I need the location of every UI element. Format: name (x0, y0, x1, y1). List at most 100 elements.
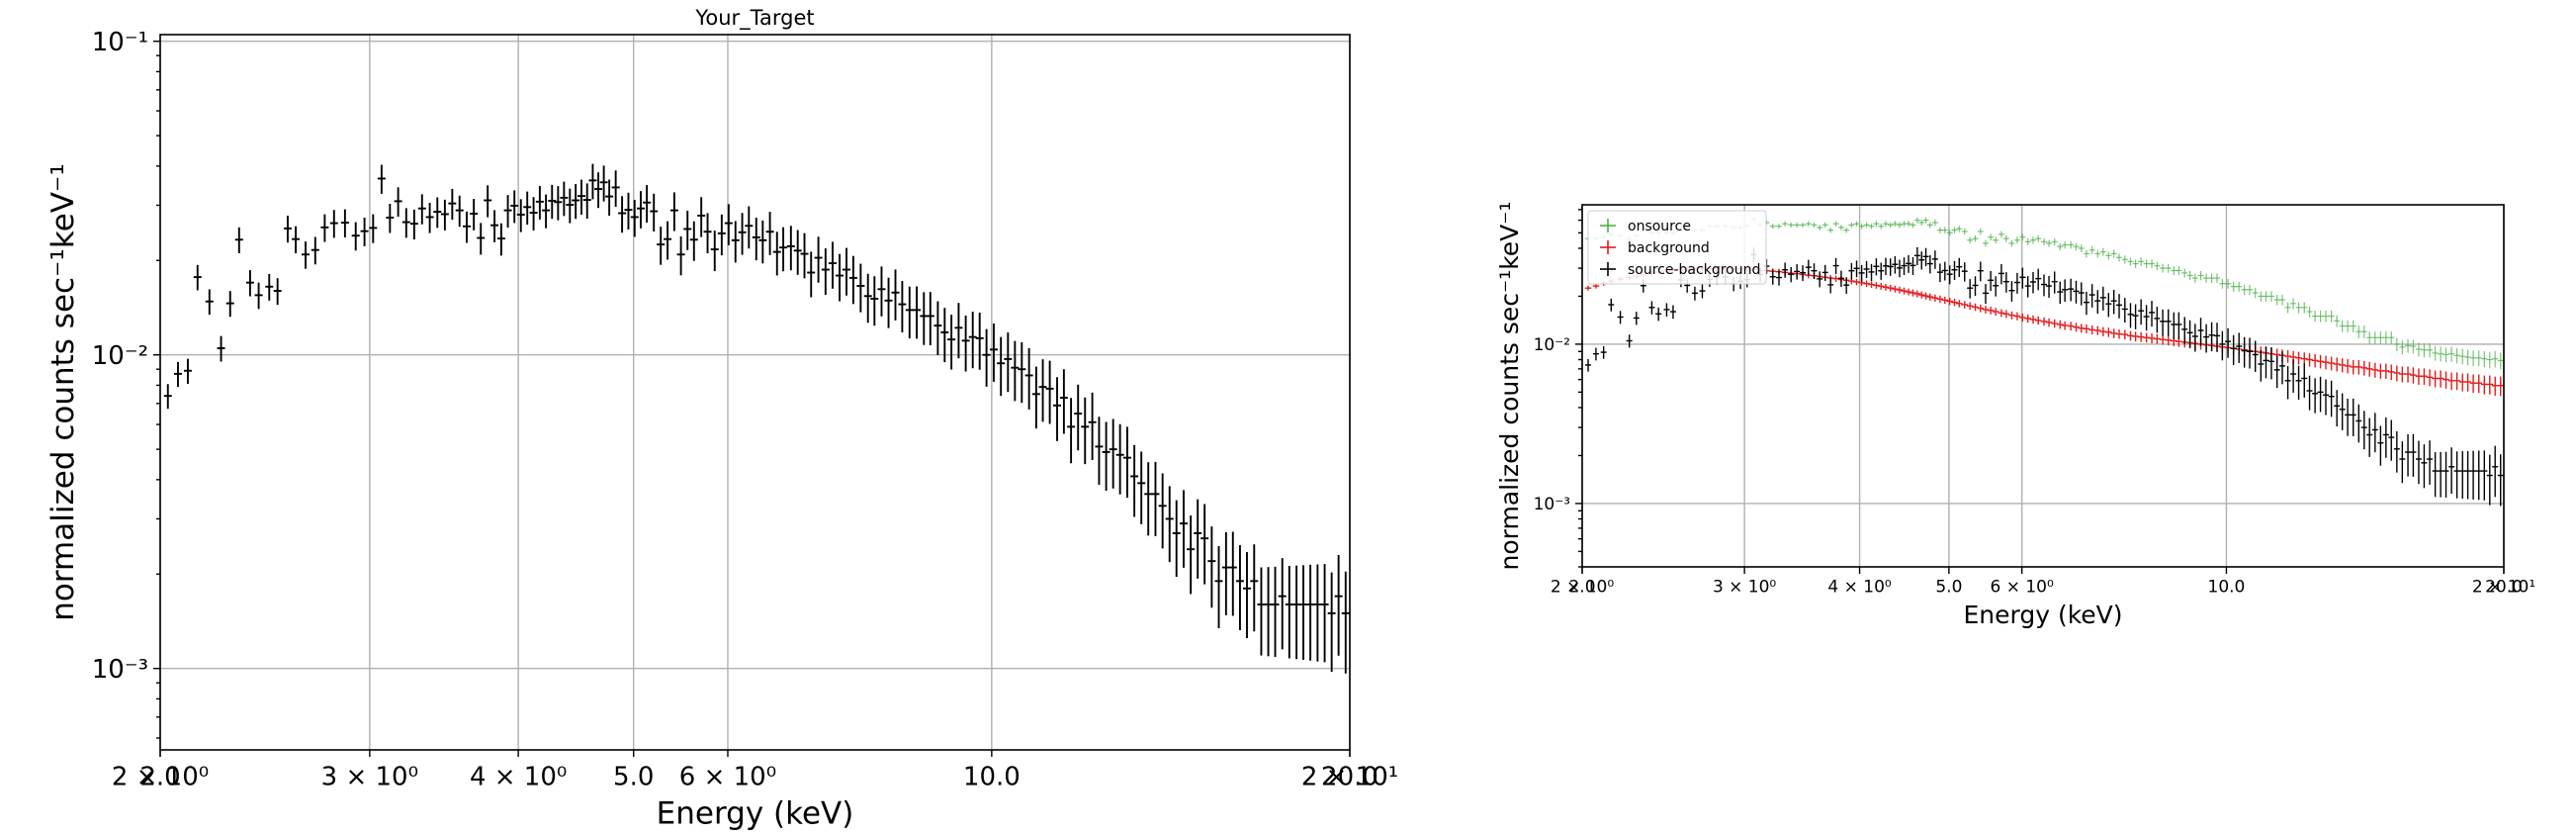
data-point (2410, 339, 2417, 354)
data-point (1769, 224, 1776, 230)
data-point (1334, 554, 1343, 656)
data-point (2019, 267, 2026, 289)
data-point (2252, 288, 2259, 299)
data-point (2088, 245, 2095, 254)
data-point (1811, 263, 1818, 280)
data-point (2127, 303, 2134, 328)
data-point (283, 216, 292, 243)
data-point (2219, 330, 2226, 361)
data-point (689, 221, 698, 261)
data-point (2312, 311, 2319, 323)
data-point (496, 223, 505, 256)
data-point (2438, 451, 2444, 498)
data-point (2469, 374, 2477, 394)
data-point (1966, 302, 1974, 311)
data-point (523, 191, 532, 226)
data-point (1982, 284, 1989, 305)
data-point (503, 195, 512, 229)
y-tick-label: 10⁻¹ (92, 28, 148, 57)
data-point (2345, 399, 2352, 436)
data-point (2225, 278, 2232, 289)
data-point (2306, 353, 2313, 367)
data-point (245, 270, 254, 297)
data-point (982, 328, 991, 387)
data-point (2290, 359, 2297, 393)
data-point (1873, 282, 1880, 289)
data-point (1271, 566, 1280, 658)
data-point (1811, 222, 1818, 229)
data-point (193, 264, 202, 291)
data-point (807, 251, 816, 298)
data-point (2067, 322, 2075, 331)
data-point (2181, 268, 2188, 278)
data-point (1993, 276, 1999, 297)
data-point (2438, 346, 2444, 362)
data-point (2083, 324, 2090, 333)
data-point (2328, 380, 2335, 417)
data-point (1901, 287, 1908, 295)
data-point (2165, 263, 2172, 273)
data-point (2366, 331, 2373, 344)
data-point (2322, 355, 2330, 370)
data-point (2279, 294, 2286, 306)
data-point (1235, 544, 1244, 630)
data-point (2382, 363, 2390, 380)
data-point (669, 192, 678, 232)
data-point (2029, 236, 2036, 244)
data-point (1769, 269, 1776, 285)
data-point (2322, 310, 2329, 323)
data-point (1868, 263, 1875, 281)
data-point (2203, 273, 2210, 283)
data-point (2355, 404, 2362, 443)
data-point (2377, 330, 2384, 345)
data-point (2382, 330, 2389, 345)
data-point (2405, 433, 2412, 477)
data-point (2497, 352, 2504, 370)
data-point (1278, 558, 1287, 650)
y-tick-label: 10⁻² (1534, 335, 1570, 355)
data-point (1165, 486, 1174, 563)
y-tick-label: 10⁻³ (1534, 495, 1570, 514)
data-point (2197, 270, 2204, 281)
data-point (926, 292, 934, 346)
data-point (1102, 421, 1110, 492)
data-point (2024, 237, 2031, 245)
legend-label: background (1628, 240, 1710, 256)
data-point (1292, 565, 1301, 660)
data-point (2165, 334, 2173, 346)
data-point (2078, 244, 2085, 252)
data-point (1832, 275, 1839, 282)
data-point (2214, 323, 2221, 352)
data-point (1901, 257, 1908, 276)
data-point (630, 199, 639, 237)
data-point (2333, 357, 2341, 372)
data-point (1782, 262, 1789, 278)
data-point (2399, 366, 2406, 383)
data-point (1805, 221, 1812, 227)
data-point (2497, 376, 2504, 397)
x-tick-label: 3 × 10⁰ (1713, 578, 1776, 598)
data-point (2159, 334, 2167, 345)
data-point (2453, 372, 2460, 391)
data-point (1892, 285, 1899, 293)
data-point (2154, 261, 2161, 271)
data-point (2360, 411, 2367, 450)
data-point (2405, 338, 2412, 353)
x-tick-label: 2 × 10¹ (1301, 763, 1398, 792)
data-point (724, 204, 733, 245)
data-point (1913, 246, 1920, 266)
data-point (183, 358, 192, 384)
data-point (1956, 226, 1963, 232)
data-point (1918, 251, 1925, 270)
data-point (2078, 282, 2085, 306)
data-point (542, 194, 551, 229)
data-point (2334, 315, 2341, 327)
data-point (265, 274, 274, 301)
data-point (1887, 222, 1894, 229)
data-point (1910, 256, 1916, 275)
data-point (1187, 515, 1196, 595)
y-axis-label: normalized counts sec⁻¹keV⁻¹ (1495, 201, 1524, 570)
data-point (1788, 266, 1795, 283)
data-point (2024, 314, 2032, 324)
data-point (340, 209, 349, 238)
